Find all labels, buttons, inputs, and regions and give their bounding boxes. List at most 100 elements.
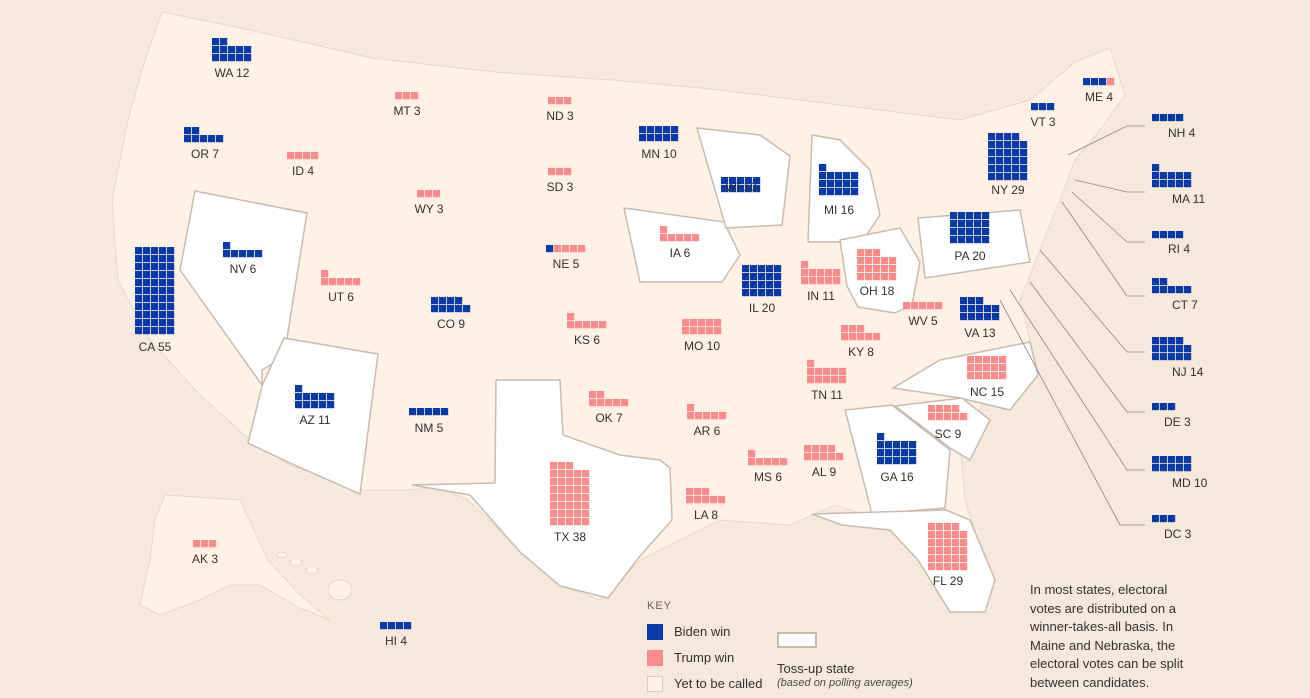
state-label-FL: FL 29	[933, 574, 964, 588]
electoral-vote-square	[1083, 78, 1091, 86]
electoral-vote-square	[135, 271, 143, 279]
electoral-vote-square	[558, 494, 566, 502]
waffle-AR	[687, 404, 727, 420]
electoral-vote-square	[1168, 114, 1176, 122]
electoral-vote-square	[687, 404, 695, 412]
electoral-vote-square	[135, 295, 143, 303]
electoral-vote-square	[807, 368, 815, 376]
electoral-vote-square	[1160, 286, 1168, 294]
electoral-vote-square	[967, 356, 975, 364]
electoral-vote-square	[327, 401, 335, 409]
electoral-vote-square	[827, 172, 835, 180]
electoral-vote-square	[976, 297, 984, 305]
electoral-vote-square	[936, 405, 944, 413]
electoral-vote-square	[928, 539, 936, 547]
electoral-vote-square	[564, 168, 572, 176]
electoral-vote-square	[893, 441, 901, 449]
electoral-vote-square	[694, 488, 702, 496]
electoral-vote-square	[737, 185, 745, 193]
electoral-vote-square	[303, 401, 311, 409]
electoral-vote-square	[159, 263, 167, 271]
electoral-vote-square	[801, 277, 809, 285]
waffle-PA	[950, 212, 990, 244]
state-FL[interactable]	[811, 509, 996, 613]
electoral-vote-square	[702, 496, 710, 504]
waffle-VA	[960, 297, 1000, 321]
electoral-vote-square	[151, 247, 159, 255]
electoral-vote-square	[857, 265, 865, 273]
electoral-vote-square	[944, 413, 952, 421]
state-label-ND: ND 3	[546, 109, 574, 123]
waffle-MI	[819, 164, 859, 196]
state-IA[interactable]	[623, 207, 741, 283]
electoral-vote-square	[1176, 456, 1184, 464]
electoral-vote-square	[909, 441, 917, 449]
electoral-vote-square	[698, 319, 706, 327]
state-NV[interactable]	[179, 190, 308, 388]
electoral-vote-square	[582, 518, 590, 526]
electoral-vote-square	[950, 236, 958, 244]
electoral-vote-waffles	[135, 38, 1192, 630]
electoral-vote-square	[831, 376, 839, 384]
electoral-vote-square	[825, 269, 833, 277]
electoral-vote-square	[774, 281, 782, 289]
electoral-vote-square	[999, 356, 1007, 364]
electoral-vote-square	[968, 305, 976, 313]
state-AZ[interactable]	[247, 337, 379, 496]
electoral-vote-square	[447, 297, 455, 305]
electoral-vote-square	[976, 305, 984, 313]
electoral-vote-square	[766, 281, 774, 289]
state-label-ID: ID 4	[292, 164, 314, 178]
electoral-vote-square	[135, 319, 143, 327]
waffle-ND	[548, 97, 572, 105]
electoral-vote-square	[566, 486, 574, 494]
electoral-vote-square	[958, 212, 966, 220]
electoral-vote-square	[1168, 172, 1176, 180]
waffle-WA	[212, 38, 252, 62]
state-label-KY: KY 8	[848, 345, 874, 359]
electoral-vote-square	[220, 54, 228, 62]
electoral-vote-square	[287, 152, 295, 160]
electoral-vote-square	[556, 168, 564, 176]
electoral-vote-square	[1152, 231, 1160, 239]
electoral-vote-square	[1152, 172, 1160, 180]
electoral-vote-square	[960, 531, 968, 539]
electoral-vote-square	[200, 135, 208, 143]
electoral-vote-square	[766, 273, 774, 281]
electoral-vote-square	[873, 265, 881, 273]
state-label-VT: VT 3	[1030, 115, 1055, 129]
electoral-vote-square	[1160, 345, 1168, 353]
key-trump-label: Trump win	[674, 650, 735, 665]
electoral-vote-square	[1160, 515, 1168, 523]
electoral-vote-square	[988, 157, 996, 165]
electoral-vote-square	[877, 449, 885, 457]
electoral-vote-square	[548, 168, 556, 176]
electoral-vote-square	[839, 368, 847, 376]
electoral-vote-square	[975, 356, 983, 364]
electoral-vote-square	[873, 257, 881, 265]
electoral-vote-square	[865, 333, 873, 341]
electoral-vote-square	[337, 278, 345, 286]
electoral-vote-square	[702, 488, 710, 496]
electoral-vote-square	[567, 313, 575, 321]
electoral-vote-square	[952, 413, 960, 421]
electoral-vote-square	[143, 279, 151, 287]
electoral-vote-square	[159, 319, 167, 327]
electoral-vote-square	[819, 172, 827, 180]
electoral-vote-square	[167, 271, 175, 279]
electoral-vote-square	[893, 449, 901, 457]
electoral-vote-square	[686, 488, 694, 496]
electoral-vote-square	[828, 453, 836, 461]
electoral-vote-square	[403, 92, 411, 100]
electoral-vote-square	[996, 173, 1004, 181]
electoral-vote-square	[295, 401, 303, 409]
state-TX[interactable]	[411, 379, 673, 599]
electoral-vote-square	[988, 133, 996, 141]
electoral-vote-square	[1184, 456, 1192, 464]
electoral-vote-square	[719, 412, 727, 420]
electoral-vote-square	[1168, 456, 1176, 464]
electoral-vote-square	[682, 319, 690, 327]
waffle-OK	[589, 391, 629, 407]
electoral-vote-square	[597, 399, 605, 407]
